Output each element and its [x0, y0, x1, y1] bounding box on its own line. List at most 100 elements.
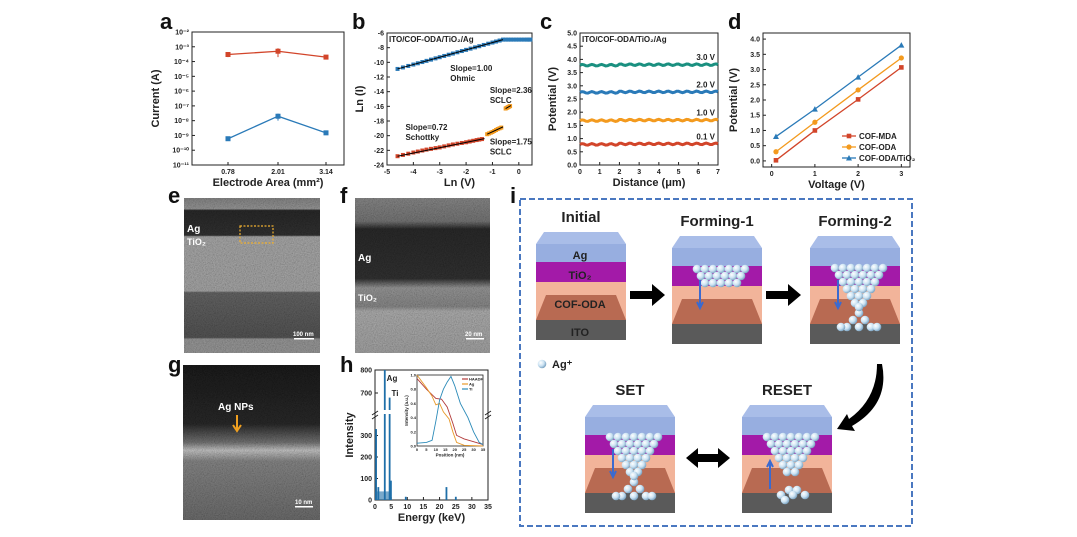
- ag-layer: [585, 417, 675, 435]
- ag-ion-sphere: [862, 291, 872, 301]
- stage-title: Forming-1: [680, 213, 753, 230]
- ag-ion-sphere: [716, 264, 726, 274]
- data-point: [225, 52, 231, 58]
- ag-ion-sphere: [736, 271, 746, 281]
- x-tick-label: 1: [813, 171, 817, 178]
- panel-label-f: f: [340, 183, 348, 208]
- x-tick-label: 10: [403, 504, 411, 511]
- slope-annotation: Slope=0.72: [405, 123, 448, 132]
- arrow-down-icon: [609, 449, 617, 480]
- y-tick-label: 10⁻⁹: [174, 133, 189, 140]
- scale-bar: [295, 506, 313, 508]
- ag-ion-sphere: [720, 271, 730, 281]
- panel-label-c: c: [540, 9, 552, 34]
- x-axis-label: Distance (μm): [613, 177, 686, 189]
- x-tick-label: 0.78: [221, 169, 235, 176]
- inset-frame: [416, 374, 484, 447]
- fit-line: [486, 126, 504, 135]
- ag-ion-sphere: [838, 277, 848, 287]
- layer-label-tio2: TiO₂: [568, 270, 591, 282]
- x-tick-label: 2: [617, 169, 621, 176]
- ag-ion-sphere: [834, 270, 844, 280]
- ag-ion-sphere: [794, 446, 804, 456]
- layer-label-ito: ITO: [571, 327, 590, 339]
- x-tick-label: 3.14: [319, 169, 333, 176]
- ag-ion-sphere: [621, 446, 631, 456]
- ag-ion-sphere: [790, 453, 800, 463]
- ag-ion-sphere: [641, 453, 651, 463]
- ag-ion-sphere: [774, 439, 784, 449]
- ag-ion-sphere: [870, 263, 880, 273]
- ag-ion-sphere: [806, 439, 816, 449]
- series-line: [227, 115, 327, 140]
- y-tick-label: 3.0: [567, 83, 577, 90]
- ag-ion-sphere: [842, 270, 852, 280]
- x-tick-label: 5: [389, 504, 393, 511]
- legend-label: COF-ODA: [859, 143, 897, 152]
- ag-ion-sphere: [613, 446, 623, 456]
- ag-ion-sphere: [623, 484, 633, 494]
- charts: 10⁻² 10⁻³ 10⁻⁴ 10⁻⁵ 10⁻⁶ 10⁻⁷ 10⁻⁸ 10⁻⁹ 10⁻¹⁰ 10⁻…: [150, 30, 916, 525]
- data-point: [429, 146, 434, 151]
- inset-x-tick-label: 20: [452, 447, 457, 452]
- data-point: [323, 130, 329, 136]
- data-point: [450, 142, 455, 147]
- cof-inner: [536, 295, 626, 320]
- chart-c: 0.0 0.5 1.0 1.5 2.0 2.5 3.0 3.5 4.0 4.5 5.0 0 1 2 3 4 5 6…: [547, 31, 720, 190]
- ag-ion-sphere: [708, 264, 718, 274]
- y-tick-label: -22: [374, 148, 384, 155]
- ag-ion-sphere: [782, 453, 792, 463]
- inset-y-tick-label: 0.0: [410, 444, 416, 449]
- inset-series-line: [416, 378, 484, 446]
- ag-ion-sphere: [778, 460, 788, 470]
- y-tick-label: 10⁻⁵: [174, 74, 189, 81]
- tem-image-f: [355, 198, 490, 353]
- inset-legend-label: Ti: [469, 387, 472, 392]
- data-point: [898, 55, 904, 61]
- data-point: [519, 37, 524, 42]
- x-tick-label: 6: [696, 169, 700, 176]
- label-ag: Ag: [358, 253, 371, 264]
- ag-ion-sphere: [874, 270, 884, 280]
- ag-ion-sphere: [613, 432, 623, 442]
- spectrum-peak: [388, 397, 391, 500]
- y-tick-label: 0.5: [750, 143, 760, 150]
- inset-x-tick-label: 5: [425, 447, 428, 452]
- y-tick-label: 200: [360, 455, 372, 462]
- stage-title: RESET: [762, 382, 812, 399]
- x-tick-label: 0: [373, 504, 377, 511]
- ag-ion-sphere: [728, 271, 738, 281]
- y-axis-label: Potential (V): [547, 67, 559, 132]
- y-tick-label: 10⁻⁴: [174, 59, 189, 66]
- arrow-down-icon: [696, 280, 704, 311]
- ag-ion-sphere: [802, 446, 812, 456]
- ag-ion-sphere: [878, 263, 888, 273]
- x-tick-label: 25: [452, 504, 460, 511]
- ag-ion-sphere: [850, 284, 860, 294]
- chart-title: ITO/COF-ODA/TiO₂/Ag: [389, 35, 474, 44]
- ag-ion-sphere: [740, 264, 750, 274]
- data-point: [855, 97, 861, 102]
- ag-ion-sphere: [633, 439, 643, 449]
- ag-ion-sphere: [629, 460, 639, 470]
- tem-image-e: [184, 198, 320, 353]
- x-tick-label: -5: [384, 169, 390, 176]
- y-tick-label: 1.0: [750, 128, 760, 135]
- scale-label: 10 nm: [295, 500, 312, 506]
- ag-ion-sphere: [617, 491, 627, 501]
- data-point: [846, 133, 852, 139]
- ag-ion-sphere: [858, 284, 868, 294]
- data-point: [503, 37, 508, 42]
- series-line: [579, 141, 719, 147]
- ag-ion-sphere: [860, 315, 870, 325]
- ag-ion-sphere: [621, 460, 631, 470]
- x-axis-label: Voltage (V): [808, 179, 865, 191]
- slope-annotation: Slope=1.75: [490, 137, 533, 146]
- slope-annotation: Slope=1.00: [450, 64, 493, 73]
- label-tio2: TiO₂: [187, 237, 206, 247]
- tem-image-g: [183, 365, 320, 520]
- ag-ion-sphere: [645, 446, 655, 456]
- ag-ion-sphere: [653, 432, 663, 442]
